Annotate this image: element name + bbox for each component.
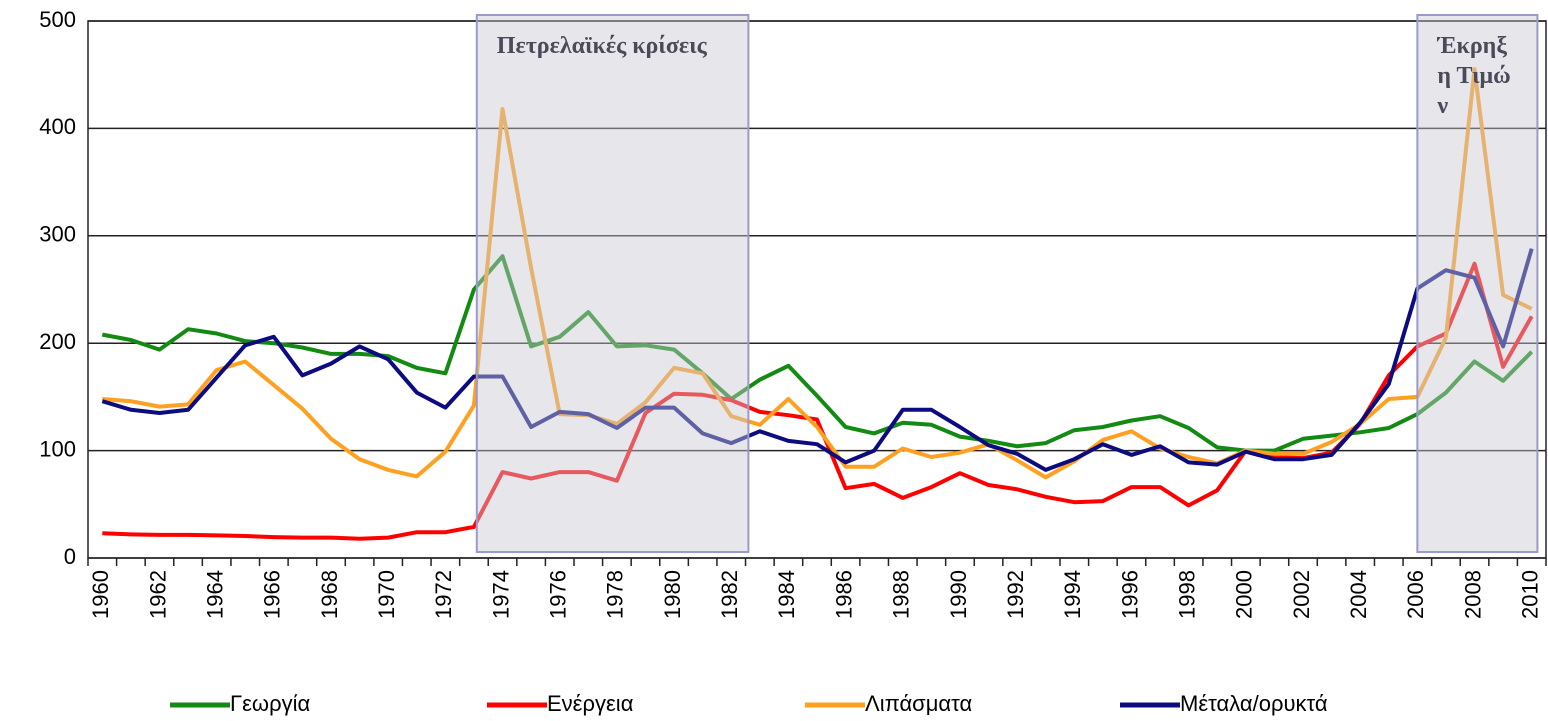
x-tick-label: 1988 xyxy=(889,570,914,619)
x-tick-label: 1970 xyxy=(374,570,399,619)
y-tick-label: 100 xyxy=(39,436,76,461)
x-tick-label: 1984 xyxy=(774,570,799,619)
x-tick-label: 1960 xyxy=(88,570,113,619)
x-tick-label: 1976 xyxy=(546,570,571,619)
x-tick-label: 2000 xyxy=(1232,570,1257,619)
highlight-region xyxy=(1416,14,1539,553)
legend-label: Λιπάσματα xyxy=(865,691,973,716)
y-tick-label: 200 xyxy=(39,329,76,354)
x-tick-label: 2004 xyxy=(1346,570,1371,619)
y-tick-label: 500 xyxy=(39,7,76,32)
y-tick-label: 400 xyxy=(39,114,76,139)
x-tick-label: 1996 xyxy=(1117,570,1142,619)
legend-label: Μέταλα/ορυκτά xyxy=(1180,691,1328,716)
legend-label: Γεωργία xyxy=(230,691,311,716)
x-tick-label: 1966 xyxy=(260,570,285,619)
x-tick-label: 1974 xyxy=(488,570,513,619)
series-line xyxy=(102,261,1534,541)
series-line xyxy=(101,248,1534,472)
x-tick-label: 1990 xyxy=(946,570,971,619)
x-tick-label: 1972 xyxy=(431,570,456,619)
x-tick-label: 2006 xyxy=(1403,570,1428,619)
annotation: Πετρελαϊκές κρίσεις xyxy=(496,33,707,59)
y-tick-label: 0 xyxy=(64,544,76,569)
x-tick-label: 1968 xyxy=(317,570,342,619)
x-tick-label: 2010 xyxy=(1518,570,1543,619)
x-tick-label: 1998 xyxy=(1174,570,1199,619)
legend-label: Ενέργεια xyxy=(547,691,634,716)
annotation-box: Πετρελαϊκές κρίσεις xyxy=(496,33,707,59)
highlight-region xyxy=(475,14,750,553)
x-tick-label: 1992 xyxy=(1003,570,1028,619)
x-tick-label: 2002 xyxy=(1289,570,1314,619)
x-tick-label: 2008 xyxy=(1460,570,1485,619)
annotation: Έκρηξη Τιμών xyxy=(1437,33,1511,119)
y-tick-label: 300 xyxy=(39,222,76,247)
x-tick-label: 1978 xyxy=(603,570,628,619)
x-tick-label: 1962 xyxy=(145,570,170,619)
x-tick-label: 1980 xyxy=(660,570,685,619)
series-line xyxy=(102,67,1533,480)
annotation-box: Έκρηξη Τιμών xyxy=(1437,33,1511,119)
x-tick-label: 1982 xyxy=(717,570,742,619)
plot-frame xyxy=(87,20,1547,559)
x-tick-label: 1964 xyxy=(202,570,227,619)
series-line xyxy=(101,254,1534,453)
x-tick-label: 1994 xyxy=(1060,570,1085,619)
x-tick-label: 1986 xyxy=(831,570,856,619)
